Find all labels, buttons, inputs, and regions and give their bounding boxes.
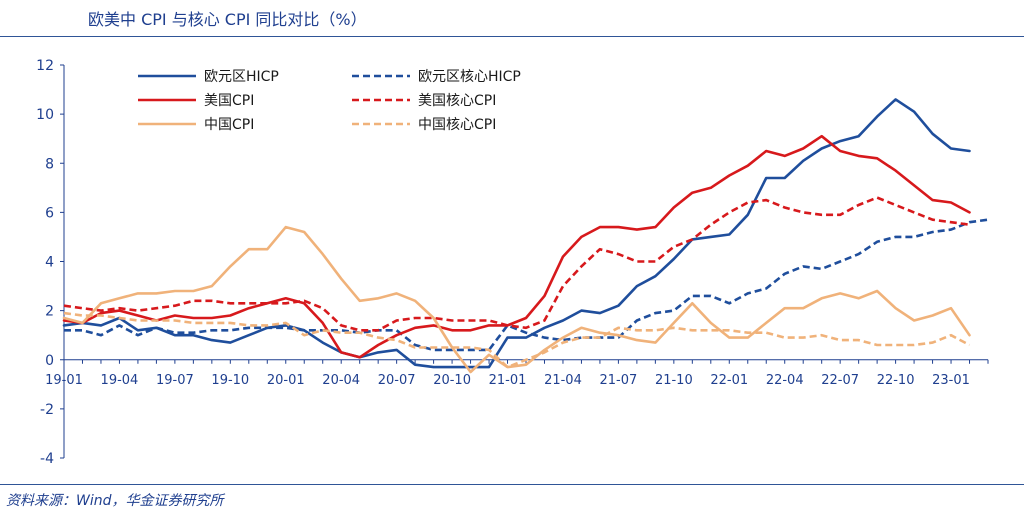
x-tick-label: 22-10	[877, 373, 915, 388]
x-tick-label: 22-07	[821, 373, 859, 388]
x-tick-label: 20-04	[322, 373, 360, 388]
y-tick-label: 4	[45, 255, 54, 271]
series-line-6	[63, 311, 971, 369]
chart-legend: 欧元区HICP 欧元区核心HICP 美国CPI 美国核心CPI 中国CPI 中国核心CPI	[138, 69, 521, 133]
y-tick-label: 10	[36, 107, 54, 123]
y-tick-label: -4	[40, 451, 54, 467]
x-tick-label: 19-04	[101, 373, 139, 388]
x-tick-label: 21-01	[489, 373, 527, 388]
y-tick-label: -2	[40, 402, 54, 418]
legend-label-3: 美国CPI	[204, 93, 254, 109]
x-tick-label: 21-10	[655, 373, 693, 388]
x-tick-label: 21-04	[544, 373, 582, 388]
y-tick-label: 12	[36, 58, 54, 74]
x-tick-label: 19-01	[45, 373, 83, 388]
x-tick-label: 21-07	[600, 373, 638, 388]
y-tick-label: 8	[45, 156, 54, 172]
series-line-5	[62, 225, 971, 374]
series-line-1	[62, 98, 971, 369]
y-tick-label: 6	[45, 205, 54, 221]
series-line-4	[63, 196, 970, 332]
x-tick-label: 22-01	[710, 373, 748, 388]
source-note: 资料来源：Wind，华金证券研究所	[6, 493, 224, 509]
cpi-line-chart: -4 -2 0 2 4 6 8 10 12 19-01 19-04 19-07 19-10 20-01 20…	[36, 58, 989, 467]
chart-axes: -4 -2 0 2 4 6 8 10 12 19-01 19-04 19-07 19-10 20-01 20…	[36, 58, 989, 467]
y-tick-label: 2	[45, 304, 54, 320]
series-line-2	[64, 218, 989, 352]
legend-label-1: 欧元区HICP	[204, 69, 279, 85]
header-rule	[0, 36, 1024, 37]
x-tick-label: 20-10	[433, 373, 471, 388]
x-tick-label: 19-07	[156, 373, 194, 388]
chart-series-lines	[62, 98, 989, 374]
series-line-3	[62, 134, 971, 359]
legend-label-4: 美国核心CPI	[418, 93, 496, 109]
y-tick-label: 0	[45, 353, 54, 369]
footer-rule	[0, 484, 1024, 485]
x-tick-label: 20-01	[267, 373, 305, 388]
chart-title: 欧美中 CPI 与核心 CPI 同比对比（%）	[88, 10, 367, 29]
x-tick-label: 20-07	[378, 373, 416, 388]
legend-label-6: 中国核心CPI	[418, 117, 496, 133]
x-tick-label: 19-10	[211, 373, 249, 388]
legend-label-2: 欧元区核心HICP	[418, 69, 521, 85]
x-tick-label: 23-01	[932, 373, 970, 388]
legend-label-5: 中国CPI	[204, 117, 254, 133]
x-tick-label: 22-04	[766, 373, 804, 388]
